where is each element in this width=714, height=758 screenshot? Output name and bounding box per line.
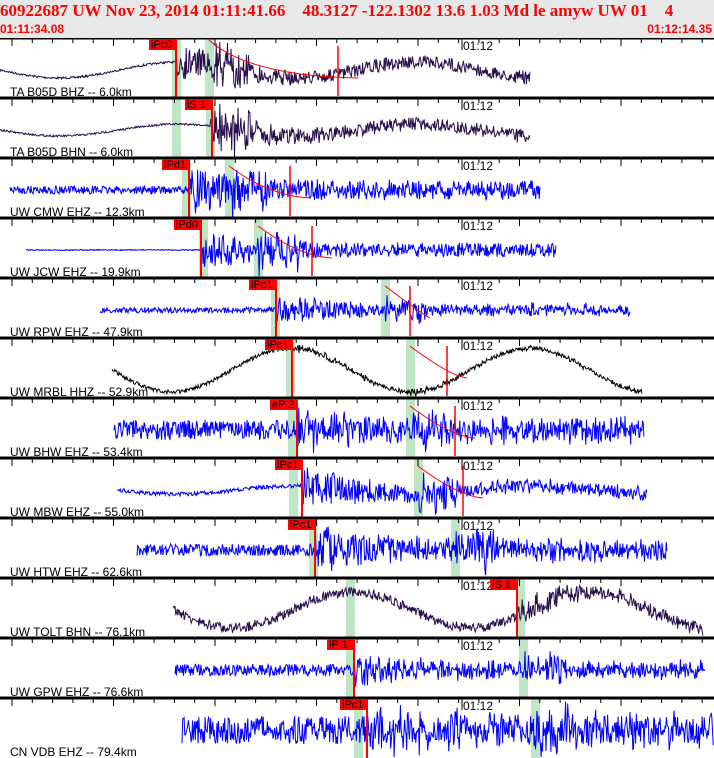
station-label: TA B05D BHN -- 6.0km <box>10 145 133 159</box>
pick-label: iPc1 <box>277 459 298 471</box>
trace-panel[interactable]: 01:12 eP 2 UW BHW EHZ -- 53.4km <box>0 396 714 459</box>
pick-label: iP 1 <box>329 639 348 651</box>
trace-panel[interactable]: 01:12 iPc1 UW RPW EHZ -- 47.9km <box>0 276 714 339</box>
coda-curve <box>417 465 484 499</box>
time-marker: 01:12 <box>463 459 493 473</box>
phase-band <box>414 458 423 518</box>
start-time: 01:11:34.08 <box>0 22 65 36</box>
phase-band <box>516 578 525 638</box>
coda-curve <box>208 39 359 79</box>
trace-panel[interactable]: 01:12 iPc1 UW MRBL HHZ -- 52.9km <box>0 336 714 399</box>
pick-label: iS 1 <box>492 579 511 591</box>
phase-band <box>286 338 295 398</box>
pick-label: iPc1 <box>267 339 288 351</box>
phase-band <box>206 98 215 158</box>
pick-label-box[interactable] <box>185 99 212 110</box>
trace-panel[interactable]: 01:12 iPd0 UW JCW EHZ -- 19.9km <box>0 216 714 279</box>
station-label: UW CMW EHZ -- 12.3km <box>10 205 145 219</box>
time-marker: 01:12 <box>463 339 493 353</box>
coda-curve <box>384 285 431 319</box>
coda-curve <box>409 345 468 379</box>
time-marker: 01:12 <box>463 159 493 173</box>
waveform <box>136 526 668 576</box>
waveform <box>25 231 557 277</box>
waveform <box>181 701 714 758</box>
event-title: 60922687 UW Nov 23, 2014 01:11:41.66 48.… <box>0 1 674 20</box>
station-label: UW MBW EHZ -- 55.0km <box>10 505 144 519</box>
station-label: UW HTW EHZ -- 62.6km <box>10 565 142 579</box>
time-marker: 01:12 <box>463 279 493 293</box>
trace-panel[interactable]: 01:12 iPc1 UW HTW EHZ -- 62.6km <box>0 516 714 579</box>
time-marker: 01:12 <box>463 39 493 53</box>
waveform <box>0 42 531 89</box>
trace-panel[interactable]: 01:12 iS 1 TA B05D BHN -- 6.0km <box>0 96 714 159</box>
phase-band <box>288 398 297 458</box>
phase-band <box>406 398 415 458</box>
waveform <box>174 651 706 687</box>
time-marker: 01:12 <box>463 399 493 413</box>
pick-label: iPd1 <box>164 159 186 171</box>
phase-band <box>225 158 234 218</box>
pick-label: iPc1 <box>342 699 363 711</box>
time-marker: 01:12 <box>463 639 493 653</box>
station-label: UW BHW EHZ -- 53.4km <box>10 445 143 459</box>
phase-band <box>182 158 191 218</box>
pick-label: iS 1 <box>187 99 206 111</box>
pick-label-box[interactable] <box>174 219 201 230</box>
station-label: UW MRBL HHZ -- 52.9km <box>10 385 148 399</box>
station-label: UW GPW EHZ -- 76.6km <box>10 685 143 699</box>
waveform <box>172 583 704 636</box>
waveform <box>116 467 648 516</box>
station-label: UW JCW EHZ -- 19.9km <box>10 265 141 279</box>
time-marker: 01:12 <box>463 699 493 713</box>
coda-curve <box>228 165 311 199</box>
pick-label: iPd0 <box>176 219 198 231</box>
time-marker: 01:12 <box>463 219 493 233</box>
coda-curve <box>257 225 333 259</box>
pick-label-box[interactable] <box>265 339 292 350</box>
pick-label-box[interactable] <box>270 399 297 410</box>
phase-band <box>346 578 355 638</box>
waveform <box>113 407 645 453</box>
station-label: CN VDB EHZ -- 79.4km <box>10 745 137 758</box>
phase-band <box>531 698 540 758</box>
pick-label-box[interactable] <box>340 699 367 710</box>
station-label: UW RPW EHZ -- 47.9km <box>10 325 143 339</box>
trace-panel[interactable]: 01:12 iPc0 TA B05D BHZ -- 6.0km <box>0 38 714 99</box>
phase-band <box>519 638 528 698</box>
trace-panel[interactable]: 01:12 iP 1 UW GPW EHZ -- 76.6km <box>0 636 714 699</box>
end-time: 01:12:14.35 <box>647 22 712 36</box>
pick-label-box[interactable] <box>275 459 302 470</box>
pick-label-box[interactable] <box>162 159 189 170</box>
pick-label: iPc1 <box>290 519 311 531</box>
pick-label: eP 2 <box>272 399 294 411</box>
station-label: UW TOLT BHN -- 76.1km <box>10 625 145 639</box>
pick-label: iPc0 <box>151 39 172 51</box>
pick-label-box[interactable] <box>490 579 517 590</box>
event-header: 60922687 UW Nov 23, 2014 01:11:41.66 48.… <box>0 0 714 38</box>
waveform <box>0 103 531 158</box>
phase-band <box>381 278 390 338</box>
waveform <box>111 344 643 398</box>
coda-curve <box>409 405 476 439</box>
time-marker: 01:12 <box>463 579 493 593</box>
pick-label-box[interactable] <box>249 279 276 290</box>
pick-label-box[interactable] <box>149 39 176 50</box>
pick-label: iPc1 <box>251 279 272 291</box>
pick-label-box[interactable] <box>288 519 315 530</box>
trace-panel[interactable]: 01:12 iPc1 UW MBW EHZ -- 55.0km <box>0 456 714 519</box>
phase-band <box>172 98 181 158</box>
pick-label-box[interactable] <box>327 639 354 650</box>
time-marker: 01:12 <box>463 519 493 533</box>
station-label: TA B05D BHZ -- 6.0km <box>10 85 132 99</box>
time-marker: 01:12 <box>463 99 493 113</box>
phase-band <box>406 338 415 398</box>
trace-panel[interactable]: 01:12 iPd1 UW CMW EHZ -- 12.3km <box>0 156 714 219</box>
trace-panel[interactable]: 01:12 iPc1 CN VDB EHZ -- 79.4km <box>0 696 714 758</box>
waveform <box>99 295 631 324</box>
waveform <box>9 169 541 218</box>
